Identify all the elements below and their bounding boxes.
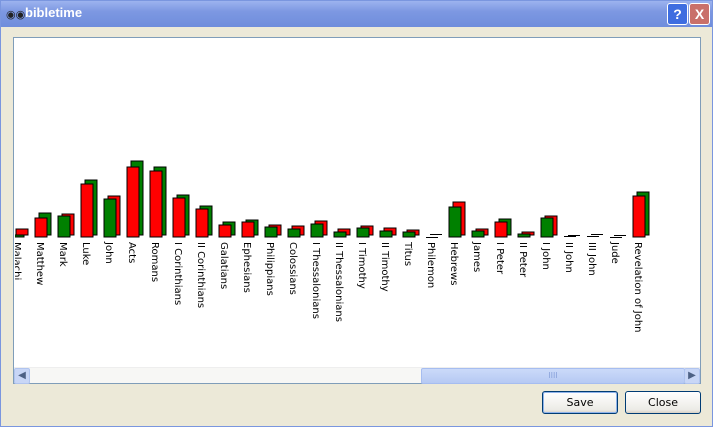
bar-front: [80, 183, 94, 238]
book-label: III John: [586, 242, 597, 276]
book-label: Jude: [609, 241, 620, 264]
book-label: I Timothy: [356, 242, 367, 289]
book-label: Romans: [149, 242, 160, 282]
bar-front: [149, 170, 163, 238]
book-label: Galatians: [218, 242, 229, 289]
bar-front: [632, 195, 646, 238]
book-label: I Peter: [494, 242, 505, 275]
bar-front: [15, 234, 25, 238]
book-label: II Corinthians: [195, 242, 206, 308]
book-label: Acts: [126, 242, 137, 263]
chevron-right-icon: ▶: [688, 370, 696, 381]
chart-frame: Malachi Matthew Mark Luke John Acts Romans I Co…: [13, 37, 701, 384]
scroll-thumb[interactable]: IIII: [421, 368, 685, 384]
bar-front: [610, 237, 622, 238]
book-label: I Thessalonians: [310, 242, 321, 319]
bar-front: [126, 166, 140, 238]
bar-front: [241, 221, 255, 238]
binoculars-icon: ◉◉: [6, 8, 26, 21]
bar-back: [430, 234, 442, 235]
bar-back: [591, 234, 603, 235]
scroll-right-button[interactable]: ▶: [684, 368, 700, 384]
bar-front: [494, 221, 508, 238]
window-title: bibletime: [25, 5, 83, 20]
book-label: Philippians: [264, 242, 275, 296]
save-button[interactable]: Save: [542, 391, 618, 414]
book-label: Revelation of John: [632, 242, 643, 333]
book-label: Matthew: [34, 242, 45, 285]
title-bar[interactable]: ◉◉ bibletime ? X: [1, 1, 712, 27]
bar-front: [448, 206, 462, 238]
bar-front: [587, 236, 599, 237]
book-label: II Timothy: [379, 242, 390, 292]
bar-front: [333, 231, 347, 238]
bar-front: [57, 215, 71, 238]
bar-front: [287, 228, 301, 238]
bar-front: [426, 237, 438, 238]
horizontal-scrollbar[interactable]: ◀ IIII ▶: [14, 367, 700, 384]
book-label: Colossians: [287, 242, 298, 295]
chart-viewport: Malachi Matthew Mark Luke John Acts Romans I Co…: [15, 39, 699, 367]
book-label: Mark: [57, 242, 68, 267]
book-label: Hebrews: [448, 242, 459, 285]
book-label: I Corinthians: [172, 242, 183, 305]
bar-front: [195, 208, 209, 238]
book-label: II John: [563, 242, 574, 273]
bar-front: [356, 227, 370, 238]
book-label: John: [103, 241, 114, 264]
bar-front: [264, 226, 278, 238]
search-analysis-chart: Malachi Matthew Mark Luke John Acts Romans I Co…: [15, 160, 650, 333]
help-button[interactable]: ?: [667, 3, 688, 25]
bar-front: [218, 224, 232, 238]
bar-back: [614, 235, 626, 236]
bar-front: [310, 223, 324, 238]
bar-front: [517, 233, 531, 238]
bar-back: [568, 235, 580, 236]
book-label: Luke: [80, 242, 91, 265]
book-label: Malachi: [15, 242, 22, 280]
bar-front: [540, 217, 554, 238]
bar-front: [379, 230, 393, 238]
scroll-left-button[interactable]: ◀: [14, 368, 30, 384]
book-label: Ephesians: [241, 242, 252, 293]
bar-front: [103, 198, 117, 238]
bar-front: [34, 217, 48, 238]
bar-front: [564, 236, 576, 237]
bar-front: [471, 230, 485, 238]
book-label: James: [471, 241, 482, 272]
bar-front: [172, 197, 186, 238]
bar-front: [402, 231, 416, 238]
bar-back: [15, 228, 29, 236]
book-label: II Thessalonians: [333, 242, 344, 322]
book-label: Titus: [402, 241, 413, 266]
book-label: I John: [540, 242, 551, 270]
close-button[interactable]: Close: [625, 391, 701, 414]
book-label: II Peter: [517, 242, 528, 278]
book-label: Philemon: [425, 242, 436, 288]
window-close-button[interactable]: X: [689, 3, 710, 25]
chevron-left-icon: ◀: [18, 370, 26, 381]
